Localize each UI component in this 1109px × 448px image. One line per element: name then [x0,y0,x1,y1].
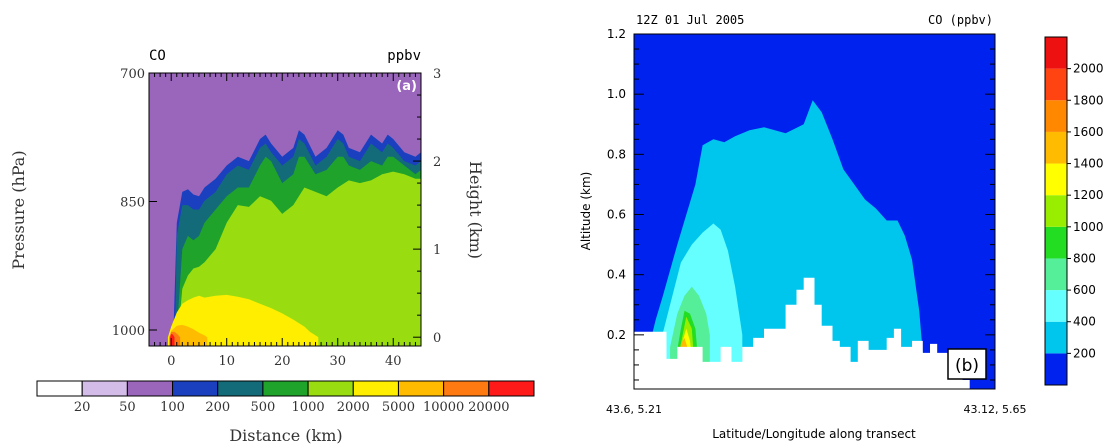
panel-b-colorbar-label: 1200 [1073,188,1104,202]
panel-b-colorbar-label: 1600 [1073,125,1104,139]
panel-b-colorbar-box [1045,68,1067,101]
panel-b-colorbar-label: 600 [1073,283,1096,297]
panel-b-colorbar-label: 1800 [1073,93,1104,107]
panel-b-colorbar-box [1045,163,1067,196]
panel-a-right-tick-label: 2 [433,155,441,170]
panel-a-ticks: 0 10 20 30 40 700 850 1000 0 1 2 3 [112,67,441,369]
panel-a-ylabel-right: Height (km) [466,161,485,259]
panel-b-colorbar-label: 1000 [1073,220,1104,234]
panel-a-xlabel: Distance (km) [229,426,342,445]
panel-a-frame [148,72,422,347]
panel-b-colorbar-label: 1400 [1073,157,1104,171]
panel-a-right-tick-label: 3 [433,67,441,82]
panel-b-panel-label: (b) [955,356,979,376]
panel-a-layer-2000 [167,294,319,346]
panel-a-ylabel-left: Pressure (hPa) [9,150,28,269]
panel-a-colorbar-box [307,380,354,397]
panel-a-left-tick-label: 700 [120,67,145,82]
panel-b-colorbar-box [1045,100,1067,132]
panel-a-top-left-label: CO [149,48,166,64]
panel-a-x-tick-label: 0 [167,354,175,369]
panel-a-x-tick-label: 20 [274,354,291,369]
panel-a-x-tick-label: 30 [329,354,346,369]
panel-b-colorbar-label: 200 [1073,346,1096,360]
panel-a-colorbar-label: 100 [160,400,185,415]
panel-a-colorbar-label: 2000 [337,400,370,415]
panel-a-colorbar-box [352,380,399,397]
panel-a-colorbar-box [217,380,264,397]
panel-b-y-tick-label: 0.8 [607,147,626,161]
panel-b: 0.20.40.60.81.01.243.6, 5.21 43.12, 5.65 … [579,13,1104,441]
panel-a-colorbar-box [172,380,219,397]
panel-a-colorbar-label: 10000 [423,400,464,415]
panel-b-y-tick-label: 0.4 [607,268,626,282]
panel-b-y-tick-label: 1.2 [607,27,626,41]
panel-a-colorbar-label: 50 [119,400,136,415]
panel-a-contours [167,130,421,346]
panel-a-colorbar-label: 5000 [382,400,415,415]
panel-b-colorbar-box [1045,321,1067,354]
panel-a-left-tick-label: 850 [120,196,145,211]
panel-b-contours [634,100,995,389]
panel-b-label-box [947,348,987,380]
panel-b-ticks: 0.2 0.4 0.6 0.8 1.0 1.2 43.6, 5.21 43.12, 5.65 [606,27,1026,416]
panel-a-colorbar-label: 20000 [468,400,509,415]
panel-a-colorbar-label: 20 [74,400,91,415]
panel-b-colorbar-label: 400 [1073,315,1096,329]
panel-b-colorbar-label: 800 [1073,251,1096,265]
panel-b-colorbar-box [1045,195,1067,227]
panel-b-y-tick-label: 1.0 [607,87,626,101]
panel-b-y-tick-label: 0.6 [607,208,626,222]
panel-a-colorbar-box [488,380,535,397]
panel-b-colorbar-box [1045,131,1067,164]
panel-b-colorbar-box [1045,37,1067,69]
panel-a-x-tick-label: 10 [218,354,235,369]
panel-a-colorbar-box [443,380,490,397]
panel-a-left-tick-label: 1000 [112,324,145,339]
panel-b-frame [633,33,996,390]
panel-b-title-left: 12Z 01 Jul 2005 [636,13,744,27]
panel-b-colorbar-box [1045,226,1067,259]
panel-b-colorbar-box [1045,258,1067,291]
panel-b-colorbar-frame [1044,36,1068,386]
panel-a-colorbar-label: 200 [205,400,230,415]
panel-b-y-tick-label: 0.2 [607,328,626,342]
panel-a-colorbar-label: 1000 [292,400,325,415]
panel-a-top-right-label: ppbv [387,48,421,64]
panel-a-colorbar-box [262,380,309,397]
panel-a-panel-label: (a) [396,79,417,94]
panel-a-right-tick-label: 1 [433,243,441,258]
panel-b-xlabel: Latitude/Longitude along transect [712,427,916,441]
panel-a-colorbar-label: 500 [250,400,275,415]
panel-a-colorbar: 20 50 100 200 500 1000 2000 5000 10000 20000 [36,380,535,415]
panel-a-colorbar-box [81,380,128,397]
panel-b-colorbar-box [1045,290,1067,322]
panel-b-terrain [634,277,995,389]
panel-b-colorbar: 200 400 600 800 1000 1200 1400 1600 1800 2000 [1044,36,1104,386]
panel-a-right-tick-label: 0 [433,331,441,346]
panel-b-x-tick-label: 43.6, 5.21 [606,403,662,416]
panel-a-colorbar-box [397,380,445,397]
panel-b-x-tick-label: 43.12, 5.65 [964,403,1027,416]
panel-b-colorbar-label: 2000 [1073,62,1104,76]
panel-b-colorbar-box [1045,353,1067,385]
panel-a-x-tick-label: 40 [385,354,402,369]
panel-b-ylabel: Altitude (km) [579,172,593,251]
panel-a-colorbar-box [126,380,174,397]
panel-b-title-right: CO (ppbv) [928,13,993,27]
panel-a-colorbar-box [36,380,83,397]
